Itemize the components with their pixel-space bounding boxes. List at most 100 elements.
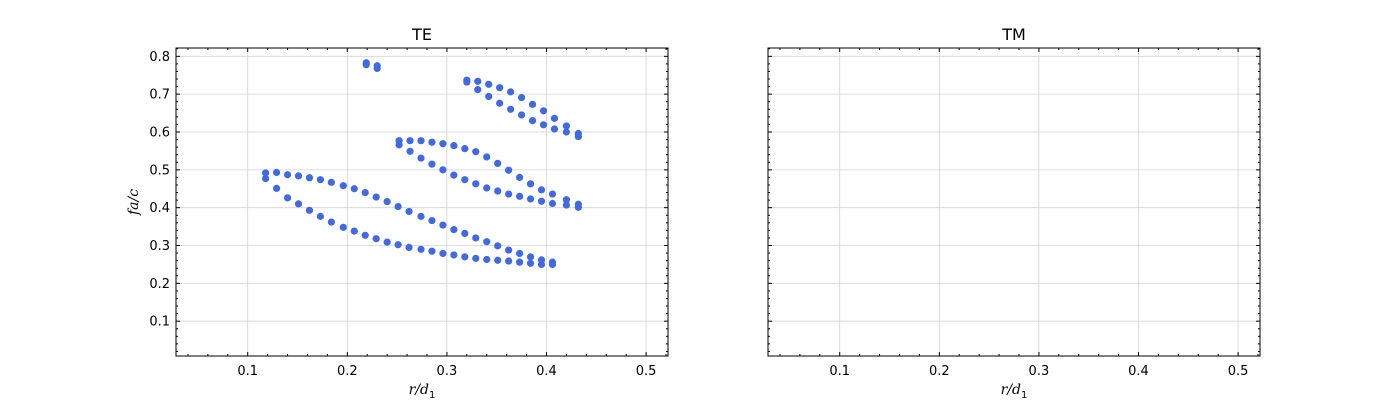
te-data-point [496,99,504,107]
te-data-point [537,197,546,205]
te-data-point [537,256,546,264]
te-data-point [316,212,325,220]
te-y-tick-label: 0.5 [149,163,170,178]
te-data-point [428,247,436,255]
te-y-tick-label: 0.4 [149,201,170,216]
te-data-point [372,235,380,243]
te-data-point [550,125,559,133]
te-x-axis-label: r/d1 [409,382,436,400]
te-data-point [474,77,482,85]
te-data-point [350,185,358,193]
te-data-point [494,159,502,168]
te-data-point [505,166,513,174]
te-data-point [305,174,314,182]
te-data-point [494,242,502,250]
te-data-point [395,137,403,145]
te-data-point [528,100,537,108]
te-data-point [507,105,515,113]
te-data-point [294,200,303,208]
te-data-point [507,88,515,96]
tm-x-axis-label: r/d1 [1001,382,1028,400]
te-data-point [450,226,458,234]
te-data-point [517,111,526,119]
tm-panel: 0.1 0.2 0.3 0.4 0.5 TM r/d1 [767,25,1261,400]
te-data-point [327,218,335,226]
te-data-point [505,190,513,198]
te-points [262,59,582,269]
te-data-point [483,238,491,246]
te-data-point [548,258,557,266]
te-data-point [483,153,491,161]
te-data-point [472,180,480,188]
te-data-point [516,249,524,258]
te-data-point [305,206,314,214]
te-data-point [361,188,369,197]
te-x-tick-labels: 0.1 0.2 0.3 0.4 0.5 [237,364,656,379]
te-data-point [483,255,491,264]
te-data-point [562,122,571,130]
te-y-tick-labels: 0.1 0.2 0.3 0.4 0.5 0.6 0.7 0.8 [149,50,170,330]
te-ticks [176,48,668,356]
te-data-point [562,201,571,209]
te-data-point [463,76,471,84]
te-y-axis-label: fa/c [126,189,142,216]
te-data-point [405,207,413,216]
tm-x-tick-labels: 0.1 0.2 0.3 0.4 0.5 [829,364,1248,379]
te-data-point [526,259,535,267]
te-x-label-sub: 1 [429,390,435,400]
te-data-point [327,178,335,186]
te-data-point [528,117,537,125]
te-data-point [548,199,557,208]
te-data-point [574,129,582,138]
te-data-point [539,107,548,115]
tm-x-tick-label: 0.3 [1029,364,1050,379]
te-data-point [405,243,413,252]
te-data-point [516,192,524,200]
tm-x-tick-label: 0.5 [1228,364,1249,379]
te-data-point [496,84,504,92]
te-data-point [494,256,502,264]
te-data-point [562,196,571,204]
te-data-point [383,198,391,206]
te-panel: 0.1 0.2 0.3 0.4 0.5 0.1 0.2 0.3 0.4 0.5 0.6 0.7 0.8… [126,25,669,400]
te-data-point [450,251,458,259]
te-x-tick-label: 0.5 [636,364,657,379]
te-data-point [562,128,571,136]
te-data-point [406,147,414,155]
te-data-point [517,93,526,102]
te-data-point [439,140,447,148]
te-data-point [548,190,557,198]
te-data-point [516,173,524,182]
te-data-point [428,160,436,168]
te-data-point [483,184,491,192]
te-data-point [472,234,480,242]
te-x-tick-label: 0.4 [536,364,557,379]
te-data-point [472,148,480,156]
te-data-point [474,86,482,94]
te-data-point [316,176,325,184]
te-data-point [262,174,270,183]
tm-title: TM [1001,25,1026,44]
te-data-point [294,172,303,180]
te-data-point [516,258,524,266]
te-data-point [362,59,370,67]
te-data-point [417,154,425,162]
te-x-tick-label: 0.3 [437,364,458,379]
te-data-point [505,246,513,254]
te-y-tick-label: 0.1 [149,315,170,330]
te-data-point [428,138,436,146]
te-data-point [472,254,480,262]
te-data-point [537,186,546,194]
te-axes-frame [175,47,669,357]
te-y-tick-label: 0.2 [149,277,170,292]
te-data-point [485,80,493,88]
te-data-point [461,176,469,184]
te-data-point [439,166,447,174]
te-data-point [394,241,402,249]
te-data-point [283,194,292,202]
tm-ticks [768,48,1260,356]
te-data-point [461,229,469,238]
te-y-tick-label: 0.8 [149,50,170,65]
te-data-point [439,221,447,229]
